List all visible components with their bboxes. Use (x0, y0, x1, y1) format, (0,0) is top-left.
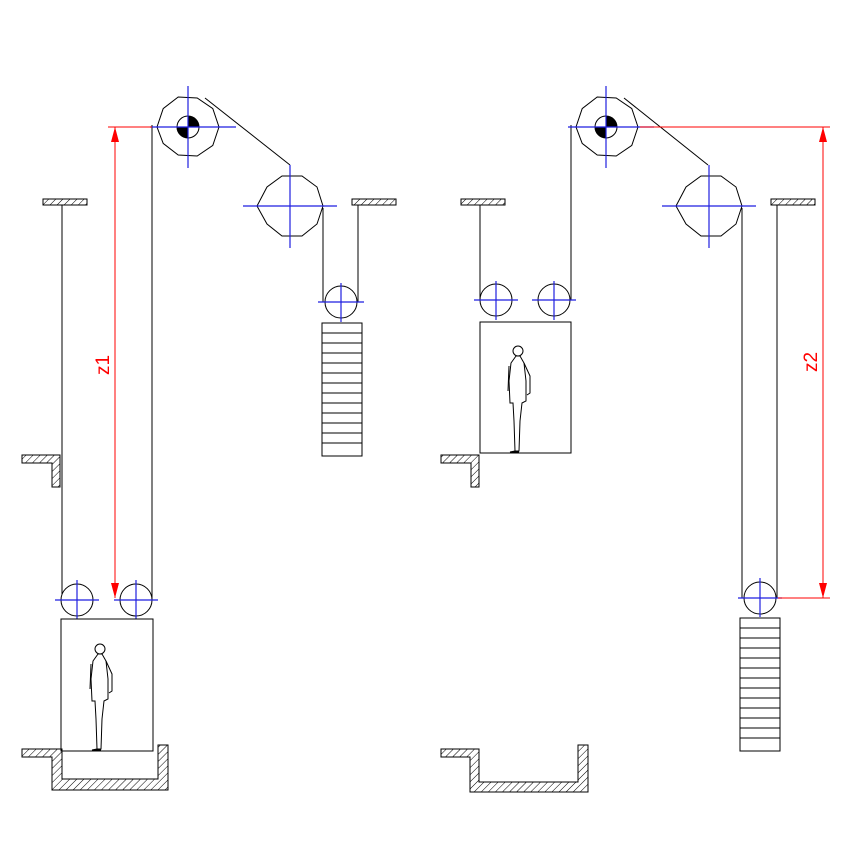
right-counterweight (739, 617, 781, 752)
left-pit (21, 744, 169, 791)
left-landing-sill (21, 454, 61, 488)
right-ceiling-anchor (460, 198, 506, 206)
right-scheme: z2 (440, 86, 830, 793)
left-ceiling-anchor-right (351, 198, 397, 206)
left-ceiling-anchor (42, 198, 88, 206)
z1-dimension-label: z1 (93, 355, 114, 375)
left-counterweight (321, 322, 363, 457)
right-ceiling-anchor-right (770, 198, 816, 206)
left-scheme: z1 (21, 86, 397, 791)
right-landing-sill (440, 454, 480, 488)
z2-dimension-label: z2 (801, 352, 822, 372)
right-pit (440, 744, 589, 793)
